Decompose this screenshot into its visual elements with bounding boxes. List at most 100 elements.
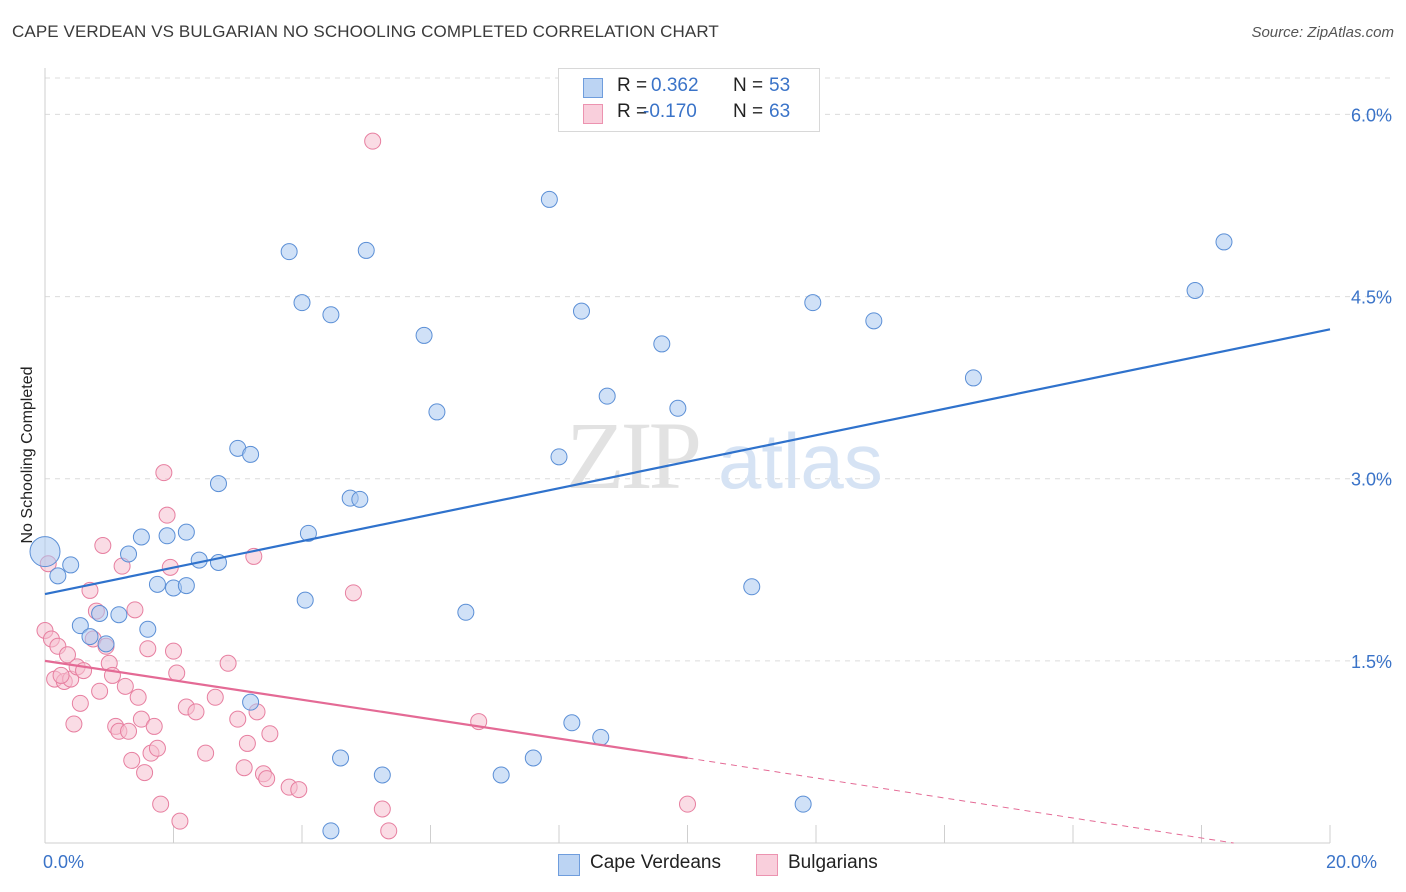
bulgarians-point (197, 744, 215, 762)
bulgarians-trend-extension (687, 757, 1234, 844)
bulgarians-point (261, 725, 279, 743)
cape-verdeans-point (964, 369, 982, 387)
watermark-zip: ZIP (566, 402, 699, 509)
cape-verdeans-point (357, 241, 375, 259)
bulgarians-point (58, 646, 76, 664)
bulgarians-point (290, 781, 308, 799)
cape-verdeans-point (572, 302, 590, 320)
y-tick-label: 1.5% (1351, 652, 1392, 672)
cape-verdeans-point (242, 693, 260, 711)
cape-verdeans-point (209, 475, 227, 493)
bulgarians-point (152, 795, 170, 813)
cape-verdeans-point (598, 387, 616, 405)
series-swatch-bulgarians (756, 854, 778, 876)
bulgarians-point (238, 734, 256, 752)
bulgarians-point (116, 677, 134, 695)
source-label: Source: ZipAtlas.com (1251, 24, 1394, 41)
bulgarians-point (380, 822, 398, 840)
legend-r-label: R = (617, 75, 648, 96)
cape-verdeans-point (428, 403, 446, 421)
cape-verdeans-point (332, 749, 350, 767)
bulgarians-point (206, 688, 224, 706)
cape-verdeans-point (373, 766, 391, 784)
cape-verdeans-point (296, 591, 314, 609)
cape-verdeans-point (91, 605, 109, 622)
x-tick-label-min: 0.0% (43, 852, 85, 872)
correlation-legend: R = 0.362 N = 53 R = -0.170 N = 63 (558, 68, 820, 132)
bulgarians-point (168, 664, 186, 682)
cape-verdeans-point (81, 628, 99, 646)
bulgarians-trend-line (44, 659, 688, 760)
cape-verdeans-point (132, 528, 150, 546)
cape-verdeans-point (351, 490, 369, 508)
bulgarians-point (91, 682, 109, 700)
bulgarians-point (229, 710, 247, 728)
cape-verdeans-point (242, 445, 260, 463)
legend-n-label: N = (733, 101, 764, 122)
legend-n-value: 63 (769, 101, 791, 122)
cape-verdeans-point (110, 606, 128, 624)
bulgarians-point (71, 694, 89, 712)
bulgarians-point (120, 722, 138, 740)
cape-verdeans-point (804, 294, 822, 312)
legend-r-value: 0.362 (651, 75, 699, 96)
cape-verdeans-points (29, 190, 1233, 840)
bulgarians-point (155, 464, 173, 482)
cape-verdeans-point (563, 714, 581, 732)
y-tick-label: 4.5% (1351, 288, 1392, 308)
bulgarians-point (158, 506, 176, 524)
axes (44, 68, 1331, 844)
cape-verdeans-point (550, 448, 568, 466)
series-name-bulgarians: Bulgarians (788, 852, 878, 873)
x-tick-label-max: 20.0% (1326, 852, 1378, 872)
legend-swatch-cape-verdeans (583, 78, 603, 98)
cape-verdeans-point (1186, 282, 1204, 299)
legend-n-label: N = (733, 75, 764, 96)
y-tick-label: 6.0% (1351, 105, 1392, 125)
cape-verdeans-point (29, 536, 61, 568)
cape-verdeans-point (457, 603, 475, 621)
grid-lines (45, 77, 1390, 662)
cape-verdeans-point (49, 567, 67, 585)
cape-verdeans-point (540, 190, 558, 208)
bulgarians-point (219, 654, 237, 672)
cape-verdeans-point (120, 545, 138, 563)
bulgarians-point (258, 770, 276, 788)
bulgarians-point (364, 132, 382, 150)
bulgarians-point (129, 688, 147, 706)
cape-verdeans-point (669, 399, 687, 417)
legend-swatch-bulgarians (583, 104, 603, 124)
legend-n-value: 53 (769, 75, 791, 96)
cape-verdeans-trend-line (44, 328, 1331, 596)
bulgarians-point (52, 666, 70, 684)
legend-r-label: R = (617, 101, 648, 122)
cape-verdeans-point (322, 306, 340, 324)
bulgarians-point (344, 584, 362, 602)
cape-verdeans-point (148, 575, 166, 593)
y-tick-labels: 1.5% 3.0% 4.5% 6.0% (1351, 105, 1392, 671)
trend-lines (44, 328, 1331, 844)
bulgarians-point (132, 710, 150, 728)
cape-verdeans-point (177, 577, 195, 595)
bulgarians-point (94, 537, 112, 554)
bulgarians-point (139, 640, 157, 658)
series-name-cape-verdeans: Cape Verdeans (590, 852, 721, 873)
bulgarians-point (187, 703, 205, 721)
bulgarians-point (679, 795, 696, 813)
cape-verdeans-point (62, 556, 80, 574)
bulgarians-point (373, 800, 391, 818)
y-tick-label: 3.0% (1351, 470, 1392, 490)
series-swatch-cape-verdeans (558, 854, 580, 876)
cape-verdeans-point (794, 795, 812, 813)
bulgarians-point (148, 739, 166, 757)
cape-verdeans-point (71, 617, 89, 635)
cape-verdeans-point (865, 312, 883, 330)
bulgarians-point (145, 717, 163, 735)
chart-title: CAPE VERDEAN VS BULGARIAN NO SCHOOLING C… (12, 22, 719, 41)
bulgarians-point (65, 715, 83, 733)
cape-verdeans-point (1215, 233, 1233, 251)
watermark: ZIP atlas (566, 402, 883, 509)
cape-verdeans-point (322, 822, 340, 840)
cape-verdeans-point (743, 578, 761, 596)
cape-verdeans-point (299, 524, 317, 542)
